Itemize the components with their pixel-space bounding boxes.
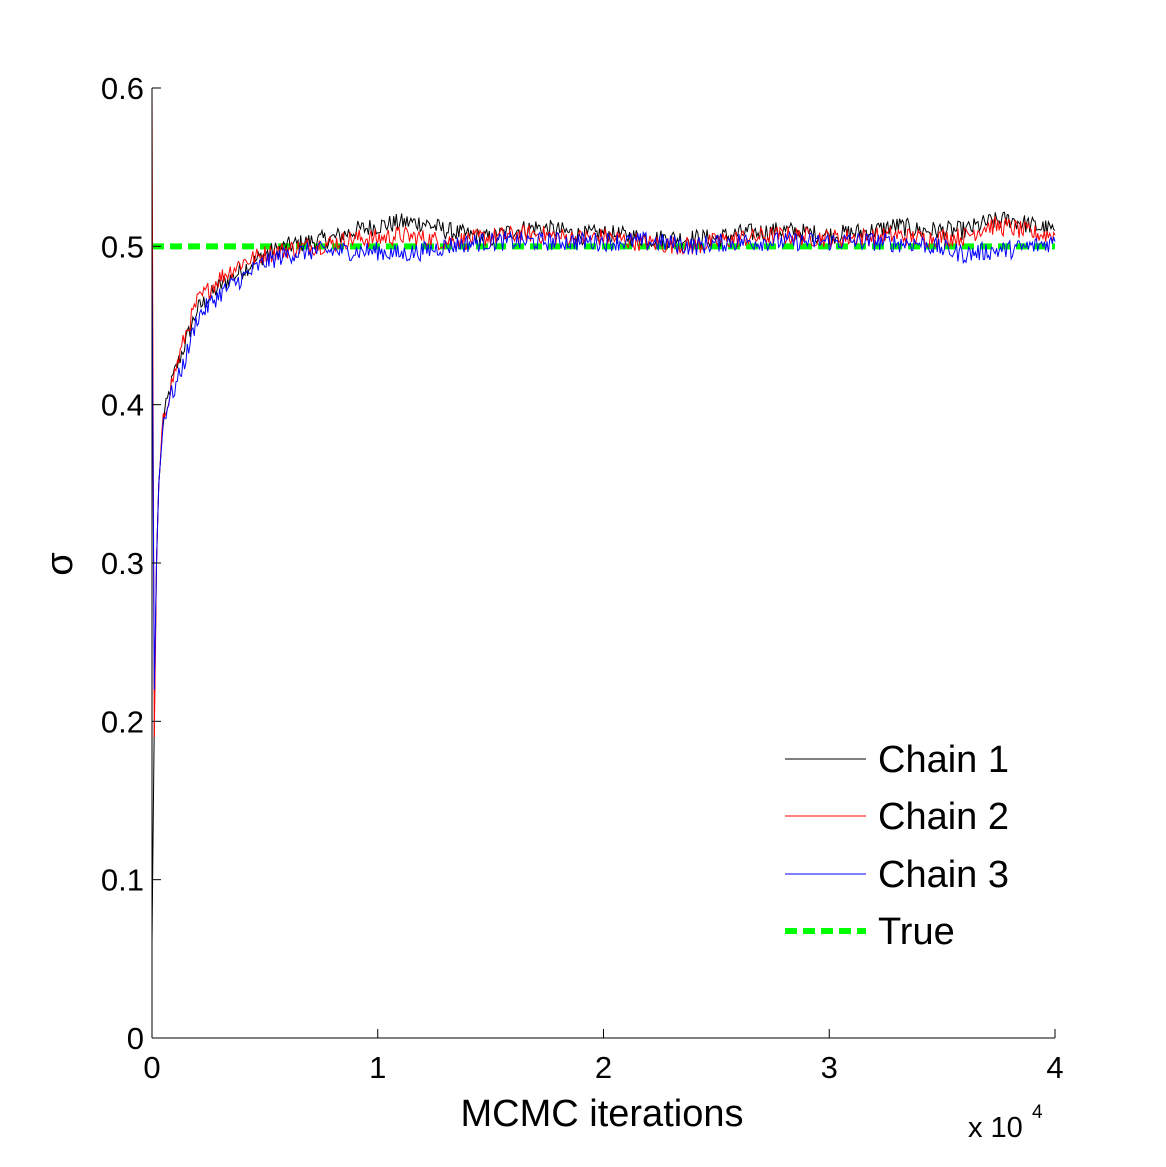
axes (151, 87, 1056, 1039)
y-tick-label: 0.4 (101, 388, 144, 423)
legend-item-true: True (785, 911, 955, 953)
legend-item-chain-1: Chain 1 (785, 739, 1009, 781)
series-line-chain-2 (151, 87, 1056, 738)
y-axis-label: σ (39, 552, 81, 575)
series-line-chain-3 (151, 230, 1056, 690)
x-tick-label: 3 (821, 1050, 838, 1085)
y-tick-label: 0.5 (101, 229, 144, 264)
plot-lines (151, 87, 1056, 944)
legend-label: Chain 2 (878, 796, 1009, 838)
x-exponent-power: 4 (1032, 1102, 1043, 1123)
x-tick-label: 4 (1046, 1050, 1063, 1085)
legend-item-chain-2: Chain 2 (785, 796, 1009, 838)
x-axis-label: MCMC iterations (461, 1093, 744, 1135)
tick-labels: 0 1 2 3 4 0 0.1 0.2 0.3 0.4 0.5 0.6 (101, 71, 1064, 1085)
legend-label: Chain 3 (878, 854, 1009, 896)
y-tick-label: 0 (127, 1021, 144, 1056)
x-exponent-base: x 10 (968, 1112, 1023, 1144)
legend-label: Chain 1 (878, 739, 1009, 781)
legend-label: True (878, 911, 955, 953)
x-tick-label: 0 (143, 1050, 160, 1085)
y-tick-label: 0.1 (101, 863, 144, 898)
y-tick-label: 0.3 (101, 546, 144, 581)
y-tick-label: 0.6 (101, 71, 144, 106)
x-tick-label: 1 (369, 1050, 386, 1085)
legend: Chain 1 Chain 2 Chain 3 True (785, 739, 1009, 953)
x-tick-label: 2 (595, 1050, 612, 1085)
x-axis-exponent: x 10 4 (968, 1102, 1043, 1144)
legend-item-chain-3: Chain 3 (785, 854, 1009, 896)
y-tick-label: 0.2 (101, 704, 144, 739)
